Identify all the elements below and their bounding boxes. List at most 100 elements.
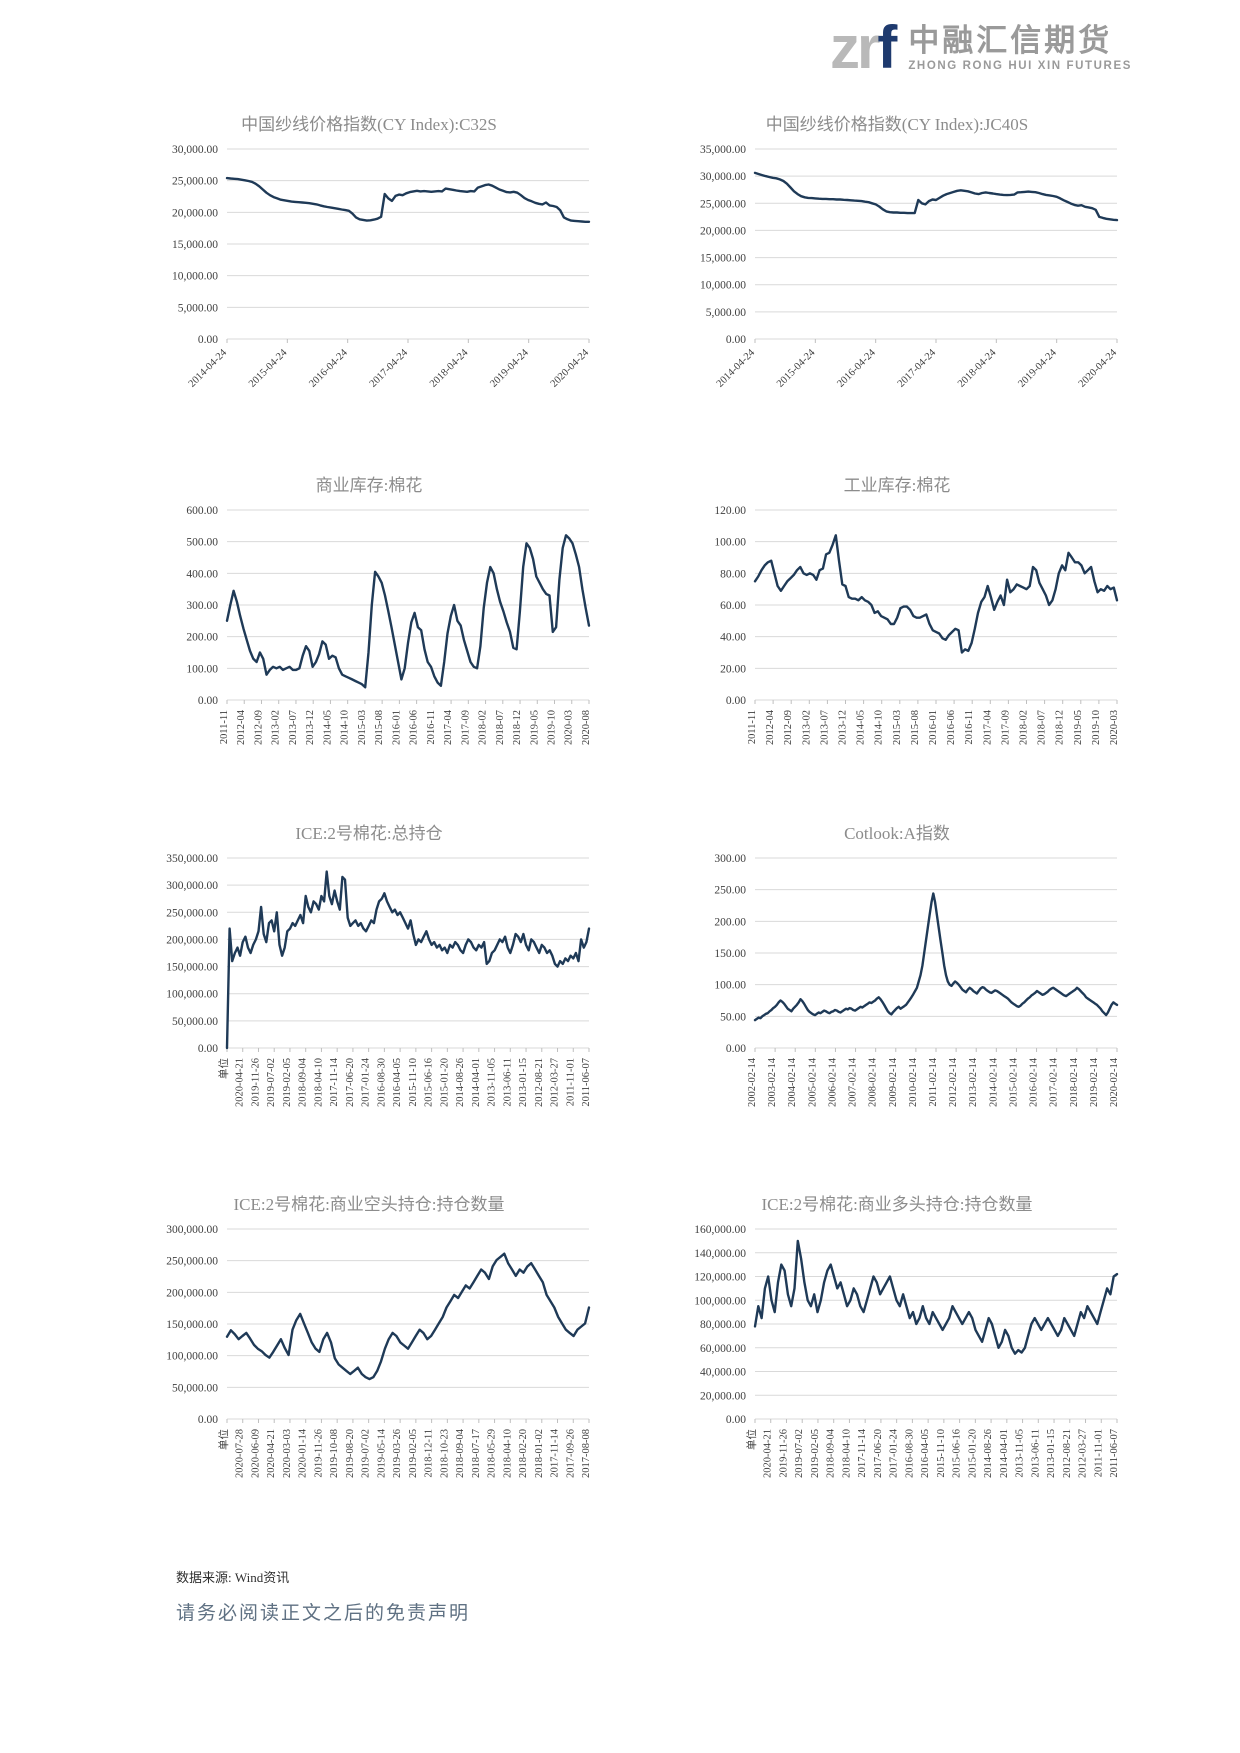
x-tick-label: 2003-02-14	[767, 1057, 778, 1107]
y-tick-label: 250,000.00	[166, 907, 218, 919]
y-tick-label: 300,000.00	[166, 880, 218, 892]
x-tick-label: 2019-02-05	[810, 1429, 821, 1478]
logo-f-text: f	[877, 14, 897, 81]
y-tick-label: 0.00	[726, 1043, 746, 1055]
y-tick-label: 150,000.00	[166, 1319, 218, 1331]
logo-company-name-en: ZHONG RONG HUI XIN FUTURES	[908, 60, 1132, 72]
x-tick-label: 2017-09	[460, 710, 471, 745]
x-tick-label: 2007-02-14	[848, 1057, 859, 1107]
x-tick-label: 2018-01-02	[534, 1429, 545, 1478]
x-tick-label: 2018-05-29	[487, 1429, 498, 1478]
y-tick-label: 25,000.00	[172, 176, 218, 188]
x-tick-label: 2013-01-15	[1046, 1429, 1057, 1478]
y-tick-label: 500.00	[186, 537, 218, 549]
x-tick-label: 2020-04-21	[235, 1058, 246, 1107]
x-tick-label: 2019-11-26	[313, 1429, 324, 1478]
x-tick-label: 2019-02-14	[1089, 1057, 1100, 1107]
x-tick-label: 2016-11	[426, 710, 437, 745]
y-tick-label: 10,000.00	[172, 271, 218, 283]
x-tick-label: 2018-04-10	[313, 1058, 324, 1107]
y-tick-label: 20,000.00	[172, 207, 218, 219]
chart-canvas: 0.00 50,000.00 100,000.00 150,000.00 200,000…	[166, 1224, 592, 1478]
x-tick-label: 2017-01-24	[361, 1057, 372, 1107]
x-tick-label: 2014-08-26	[455, 1058, 466, 1107]
page-header: zrf 中融汇信期货 ZHONG RONG HUI XIN FUTURES	[0, 0, 1240, 104]
chart-3: 商业库存:棉花 0.00 100.00 200.00 300.00 400.00 500.0…	[118, 471, 620, 767]
x-tick-label: 2013-07	[819, 710, 830, 745]
chart-2: 中国纱线价格指数(CY Index):JC40S 0.00 5,000.00 10,0…	[646, 110, 1148, 419]
chart-1: 中国纱线价格指数(CY Index):C32S 0.00 5,000.00 10,00…	[118, 110, 620, 419]
y-tick-label: 300.00	[186, 600, 218, 612]
x-tick-label: 2015-04-24	[247, 347, 290, 390]
x-tick-label: 2017-04-24	[368, 347, 411, 390]
y-tick-label: 0.00	[198, 334, 218, 346]
x-tick-label: 2015-01-20	[967, 1429, 978, 1478]
chart-canvas: 0.00 50.00 100.00 150.00 200.00 250.00 300.00 2…	[714, 853, 1120, 1107]
x-tick-label: 2013-02-14	[968, 1057, 979, 1107]
x-tick-label: 单位	[217, 1058, 230, 1080]
y-tick-label: 40.00	[720, 632, 746, 644]
x-tick-label: 2004-02-14	[787, 1057, 798, 1107]
x-tick-label: 2019-10-08	[329, 1429, 340, 1478]
page-footer: 数据来源: Wind资讯 请务必阅读正文之后的免责声明	[176, 1567, 1240, 1625]
x-tick-label: 单位	[745, 1429, 758, 1451]
logo-names: 中融汇信期货 ZHONG RONG HUI XIN FUTURES	[908, 23, 1132, 73]
chart-title: Cotlook:A指数	[844, 824, 950, 844]
charts-grid: 中国纱线价格指数(CY Index):C32S 0.00 5,000.00 10,00…	[0, 104, 1240, 1509]
y-tick-label: 0.00	[198, 695, 218, 707]
x-tick-label: 2014-05	[322, 710, 333, 745]
x-tick-label: 2014-02-14	[988, 1057, 999, 1107]
chart-line	[225, 870, 591, 1050]
x-tick-label: 2009-02-14	[888, 1057, 899, 1107]
x-tick-label: 2020-04-21	[266, 1429, 277, 1478]
y-tick-label: 200,000.00	[166, 1288, 218, 1300]
x-tick-label: 2018-07	[1037, 710, 1048, 745]
x-tick-label: 2014-04-01	[999, 1429, 1010, 1478]
y-tick-label: 20,000.00	[700, 225, 746, 237]
x-tick-label: 2019-07-02	[794, 1429, 805, 1478]
x-tick-label: 2019-08-20	[345, 1429, 356, 1478]
x-tick-label: 2018-09-04	[455, 1428, 466, 1478]
x-tick-label: 2015-03	[357, 710, 368, 745]
y-tick-label: 15,000.00	[172, 239, 218, 251]
x-tick-label: 2015-11-10	[936, 1429, 947, 1478]
y-tick-label: 0.00	[198, 1414, 218, 1426]
x-tick-label: 2013-06-11	[1030, 1429, 1041, 1478]
x-tick-label: 单位	[217, 1429, 230, 1451]
x-tick-label: 2014-04-24	[715, 347, 758, 390]
y-tick-label: 120.00	[714, 505, 746, 517]
x-tick-label: 2015-04-24	[775, 347, 818, 390]
x-tick-label: 2020-04-21	[763, 1429, 774, 1478]
x-tick-label: 2017-06-20	[873, 1429, 884, 1478]
x-tick-label: 2014-04-24	[187, 347, 230, 390]
x-tick-label: 2012-08-21	[534, 1058, 545, 1107]
x-tick-label: 2012-09	[783, 710, 794, 745]
x-tick-label: 2019-07-02	[361, 1429, 372, 1478]
x-tick-label: 2014-10	[340, 710, 351, 745]
x-tick-label: 2011-11-01	[1093, 1429, 1104, 1477]
x-tick-label: 2017-11-14	[329, 1057, 340, 1106]
y-tick-label: 100,000.00	[694, 1295, 746, 1307]
y-tick-label: 200.00	[186, 632, 218, 644]
x-tick-label: 2010-02-14	[908, 1057, 919, 1107]
x-tick-label: 2016-04-05	[920, 1429, 931, 1478]
x-tick-label: 2018-04-10	[502, 1429, 513, 1478]
logo-company-name-cn: 中融汇信期货	[908, 23, 1113, 58]
y-tick-label: 0.00	[726, 334, 746, 346]
x-tick-label: 2013-06-11	[502, 1058, 513, 1107]
logo-zrf-mark: zrf	[830, 18, 897, 78]
x-tick-label: 2020-08	[581, 710, 592, 745]
x-tick-label: 2017-11-14	[550, 1428, 561, 1477]
y-tick-label: 350,000.00	[166, 853, 218, 865]
chart-canvas: 0.00 50,000.00 100,000.00 150,000.00 200,000…	[166, 853, 592, 1107]
y-tick-label: 35,000.00	[700, 144, 746, 156]
x-tick-label: 2020-03	[564, 710, 575, 745]
y-tick-label: 200,000.00	[166, 935, 218, 947]
y-tick-label: 30,000.00	[172, 144, 218, 156]
chart-6: Cotlook:A指数 0.00 50.00 100.00 150.00 200.00 25…	[646, 819, 1148, 1138]
x-tick-label: 2005-02-14	[807, 1057, 818, 1107]
y-tick-label: 100.00	[714, 980, 746, 992]
chart-title: 中国纱线价格指数(CY Index):C32S	[241, 115, 497, 134]
chart-title: 商业库存:棉花	[315, 476, 423, 495]
x-tick-label: 2017-02-14	[1049, 1057, 1060, 1107]
